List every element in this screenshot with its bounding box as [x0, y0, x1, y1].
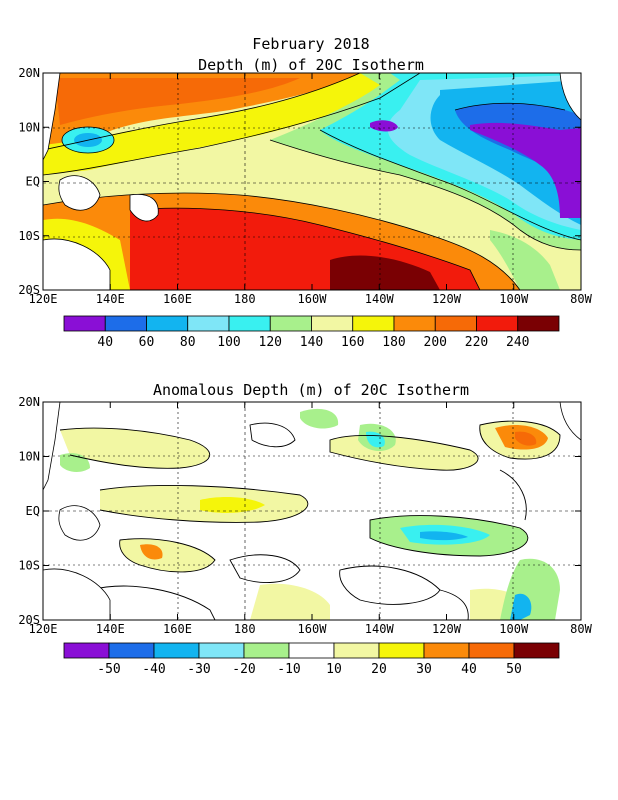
colorbar-swatch	[513, 642, 560, 659]
colorbar-swatch	[146, 315, 189, 332]
lon-tick-label: 140W	[365, 292, 395, 306]
lon-tick-label: 120W	[432, 622, 462, 636]
lon-tick-label: 80W	[570, 622, 592, 636]
colorbar-swatch	[333, 642, 380, 659]
lat-tick-label: 10S	[18, 559, 40, 573]
lat-tick-label: 20S	[18, 283, 40, 297]
colorbar-swatch	[393, 315, 436, 332]
colorbar-swatch	[468, 642, 515, 659]
colorbar-label: 240	[506, 335, 529, 350]
anomaly-panel-title: Anomalous Depth (m) of 20C Isotherm	[153, 381, 469, 399]
colorbar-label: 10	[326, 662, 342, 677]
lon-tick-label: 140E	[96, 622, 125, 636]
colorbar-label: 200	[424, 335, 447, 350]
depth-map	[43, 73, 581, 290]
figure-title: February 2018	[252, 35, 369, 53]
colorbar-label: 40	[97, 335, 113, 350]
colorbar-swatch	[108, 642, 155, 659]
colorbar-label: 40	[461, 662, 477, 677]
colorbar-swatch	[476, 315, 519, 332]
colorbar-label: 120	[259, 335, 282, 350]
colorbar-swatch	[228, 315, 271, 332]
colorbar-swatch	[104, 315, 147, 332]
lon-tick-label: 140W	[365, 622, 395, 636]
lon-tick-label: 120E	[29, 622, 58, 636]
colorbar-swatch	[153, 642, 200, 659]
colorbar-label: -50	[97, 662, 120, 677]
colorbar-label: 220	[465, 335, 488, 350]
lon-tick-label: 160W	[298, 292, 328, 306]
colorbar-swatch	[63, 642, 110, 659]
colorbar-label: 80	[180, 335, 196, 350]
colorbar-swatch	[269, 315, 312, 332]
colorbar-swatch	[63, 315, 106, 332]
colorbar-swatch	[187, 315, 230, 332]
colorbar-label: -20	[232, 662, 255, 677]
lat-tick-label: 10N	[18, 450, 40, 464]
anomaly-map	[43, 402, 581, 620]
depth-panel-title: Depth (m) of 20C Isotherm	[198, 56, 424, 74]
lon-tick-label: 80W	[570, 292, 592, 306]
lat-tick-label: 10N	[18, 120, 40, 134]
lat-tick-label: EQ	[26, 175, 40, 189]
colorbar-swatch	[378, 642, 425, 659]
colorbar-swatch	[243, 642, 290, 659]
colorbar-swatch	[311, 315, 354, 332]
colorbar-swatch	[352, 315, 395, 332]
lon-tick-label: 120E	[29, 292, 58, 306]
colorbar-swatch	[434, 315, 477, 332]
colorbar-label: 30	[416, 662, 432, 677]
lat-tick-label: 20N	[18, 66, 40, 80]
lat-tick-label: 10S	[18, 229, 40, 243]
lat-tick-label: EQ	[26, 504, 40, 518]
lon-tick-label: 180	[234, 292, 256, 306]
colorbar-swatch	[198, 642, 245, 659]
colorbar-label: 60	[139, 335, 155, 350]
colorbar-label: 180	[382, 335, 405, 350]
colorbar-label: 50	[506, 662, 522, 677]
colorbar-swatch	[288, 642, 335, 659]
colorbar-label: -40	[142, 662, 165, 677]
colorbar-swatch	[423, 642, 470, 659]
lon-tick-label: 100W	[499, 622, 529, 636]
colorbar-swatch	[517, 315, 560, 332]
lon-tick-label: 160W	[298, 622, 328, 636]
colorbar-label: 100	[217, 335, 240, 350]
lat-tick-label: 20N	[18, 395, 40, 409]
colorbar-label: -10	[277, 662, 300, 677]
colorbar-label: 140	[300, 335, 323, 350]
colorbar-label: 160	[341, 335, 364, 350]
lat-tick-label: 20S	[18, 613, 40, 627]
lon-tick-label: 140E	[96, 292, 125, 306]
lon-tick-label: 180	[234, 622, 256, 636]
colorbar-label: 20	[371, 662, 387, 677]
colorbar-label: -30	[187, 662, 210, 677]
lon-tick-label: 160E	[163, 622, 192, 636]
lon-tick-label: 100W	[499, 292, 529, 306]
lon-tick-label: 160E	[163, 292, 192, 306]
lon-tick-label: 120W	[432, 292, 462, 306]
